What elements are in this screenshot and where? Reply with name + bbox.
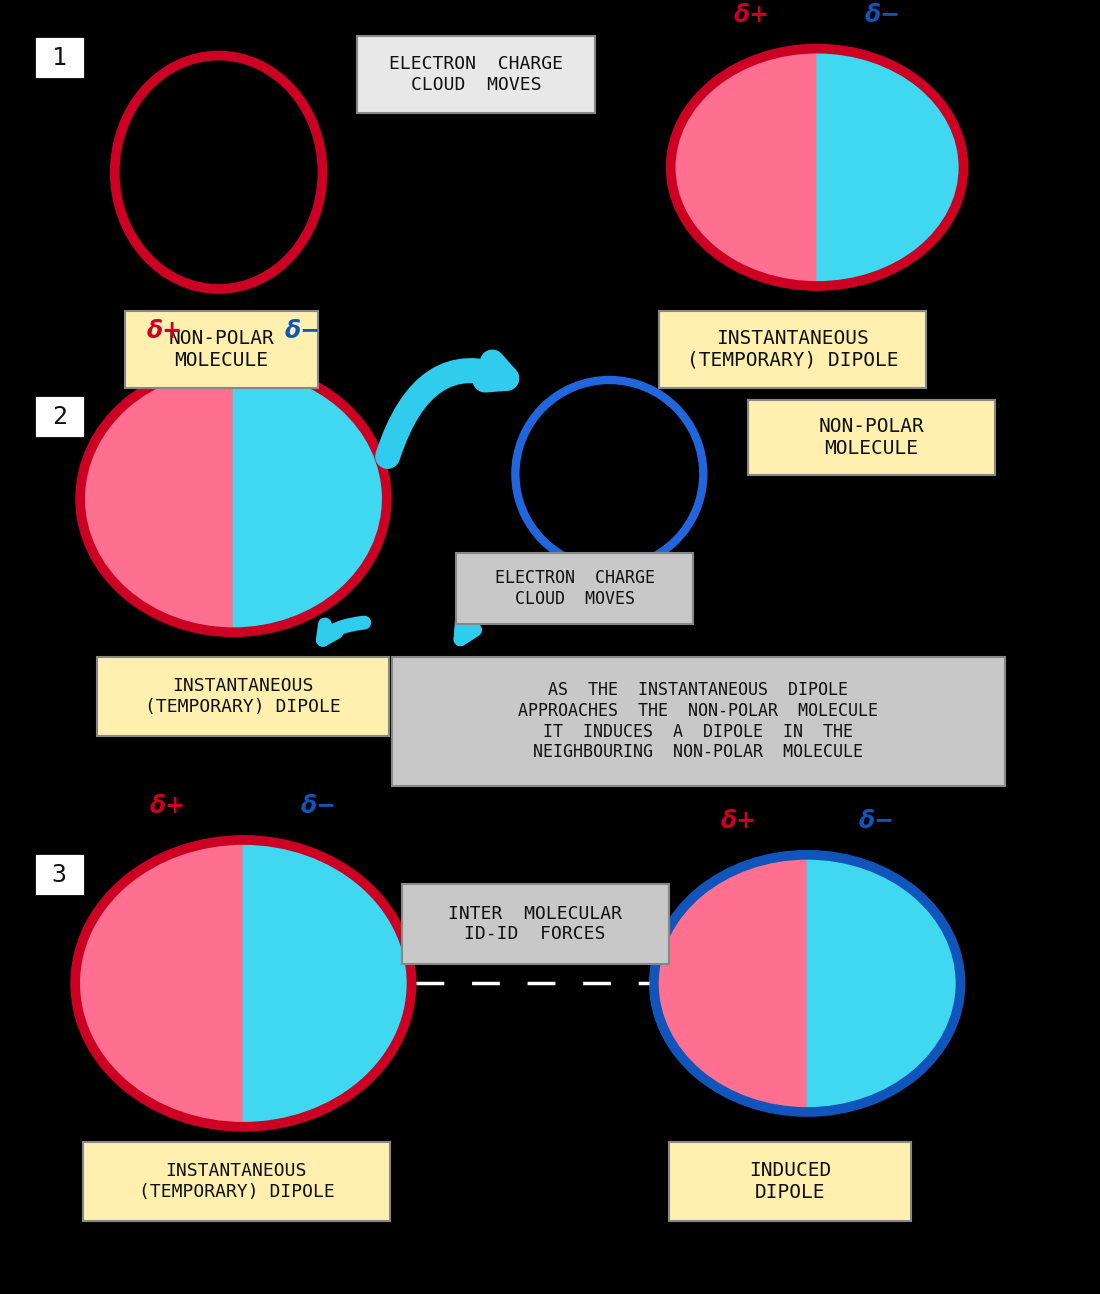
Text: δ−: δ− — [858, 809, 894, 833]
Text: ELECTRON  CHARGE
CLOUD  MOVES: ELECTRON CHARGE CLOUD MOVES — [388, 54, 563, 93]
FancyArrowPatch shape — [387, 362, 507, 457]
Text: AS  THE  INSTANTANEOUS  DIPOLE
APPROACHES  THE  NON-POLAR  MOLECULE
IT  INDUCES : AS THE INSTANTANEOUS DIPOLE APPROACHES T… — [518, 681, 879, 761]
Text: NON-POLAR
MOLECULE: NON-POLAR MOLECULE — [168, 329, 274, 370]
Text: NON-POLAR
MOLECULE: NON-POLAR MOLECULE — [818, 417, 924, 458]
Text: ELECTRON  CHARGE
CLOUD  MOVES: ELECTRON CHARGE CLOUD MOVES — [495, 569, 654, 608]
FancyBboxPatch shape — [358, 36, 594, 113]
FancyBboxPatch shape — [659, 311, 926, 388]
Text: δ−: δ− — [865, 3, 901, 27]
Polygon shape — [233, 365, 387, 633]
Polygon shape — [653, 855, 807, 1112]
Polygon shape — [817, 49, 964, 286]
Polygon shape — [671, 49, 817, 286]
FancyBboxPatch shape — [456, 553, 693, 624]
FancyBboxPatch shape — [402, 885, 669, 964]
FancyBboxPatch shape — [34, 36, 85, 79]
Text: INSTANTANEOUS
(TEMPORARY) DIPOLE: INSTANTANEOUS (TEMPORARY) DIPOLE — [145, 677, 341, 716]
FancyBboxPatch shape — [97, 657, 388, 736]
FancyBboxPatch shape — [392, 657, 1005, 785]
Text: δ+: δ+ — [734, 3, 769, 27]
FancyArrowPatch shape — [323, 622, 364, 639]
Text: INDUCED
DIPOLE: INDUCED DIPOLE — [749, 1161, 830, 1202]
Text: INSTANTANEOUS
(TEMPORARY) DIPOLE: INSTANTANEOUS (TEMPORARY) DIPOLE — [686, 329, 898, 370]
FancyBboxPatch shape — [34, 853, 85, 897]
FancyBboxPatch shape — [124, 311, 318, 388]
Text: δ−: δ− — [301, 795, 337, 818]
Polygon shape — [807, 855, 960, 1112]
Text: 2: 2 — [52, 405, 67, 428]
FancyBboxPatch shape — [84, 1141, 389, 1220]
Polygon shape — [75, 840, 243, 1127]
Text: 3: 3 — [52, 863, 67, 886]
Text: 1: 1 — [52, 45, 67, 70]
FancyBboxPatch shape — [748, 400, 996, 475]
FancyBboxPatch shape — [34, 395, 85, 439]
Text: δ+: δ+ — [146, 320, 183, 343]
Text: δ+: δ+ — [720, 809, 756, 833]
Polygon shape — [243, 840, 411, 1127]
FancyArrowPatch shape — [461, 568, 606, 639]
Polygon shape — [80, 365, 233, 633]
FancyBboxPatch shape — [669, 1141, 911, 1220]
Text: δ−: δ− — [285, 320, 320, 343]
Text: INTER  MOLECULAR
ID-ID  FORCES: INTER MOLECULAR ID-ID FORCES — [448, 905, 623, 943]
Text: δ+: δ+ — [150, 795, 186, 818]
Text: INSTANTANEOUS
(TEMPORARY) DIPOLE: INSTANTANEOUS (TEMPORARY) DIPOLE — [139, 1162, 334, 1201]
